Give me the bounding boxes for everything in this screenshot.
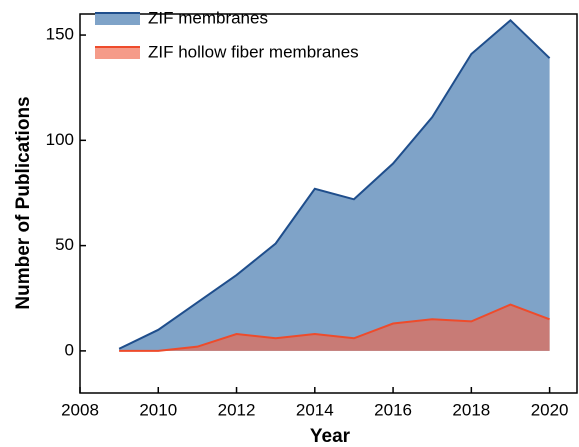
x-axis-title: Year <box>310 426 351 447</box>
x-tick-label: 2018 <box>452 400 490 419</box>
legend-swatch <box>95 47 140 59</box>
legend-swatch <box>95 13 140 25</box>
line <box>119 303 550 352</box>
x-tick-label: 2012 <box>218 400 256 419</box>
y-tick-label: 50 <box>55 235 74 254</box>
y-axis-title: Number of Publications <box>13 96 34 309</box>
x-tick-label: 2008 <box>61 400 99 419</box>
area <box>119 20 550 351</box>
legend-label: ZIF membranes <box>148 8 268 27</box>
x-tick-label: 2010 <box>139 400 177 419</box>
plot-frame <box>79 13 578 394</box>
x-tick-label: 2014 <box>296 400 334 419</box>
x-tick-label: 2016 <box>374 400 412 419</box>
y-tick-label: 100 <box>46 130 74 149</box>
y-tick-label: 0 <box>65 340 74 359</box>
line <box>118 18 551 350</box>
legend-label: ZIF hollow fiber membranes <box>148 42 359 61</box>
x-tick-label: 2020 <box>531 400 569 419</box>
y-tick-label: 150 <box>46 25 74 44</box>
area <box>119 304 550 351</box>
